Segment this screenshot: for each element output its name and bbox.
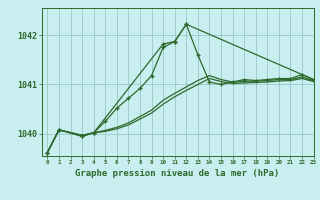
X-axis label: Graphe pression niveau de la mer (hPa): Graphe pression niveau de la mer (hPa) bbox=[76, 169, 280, 178]
